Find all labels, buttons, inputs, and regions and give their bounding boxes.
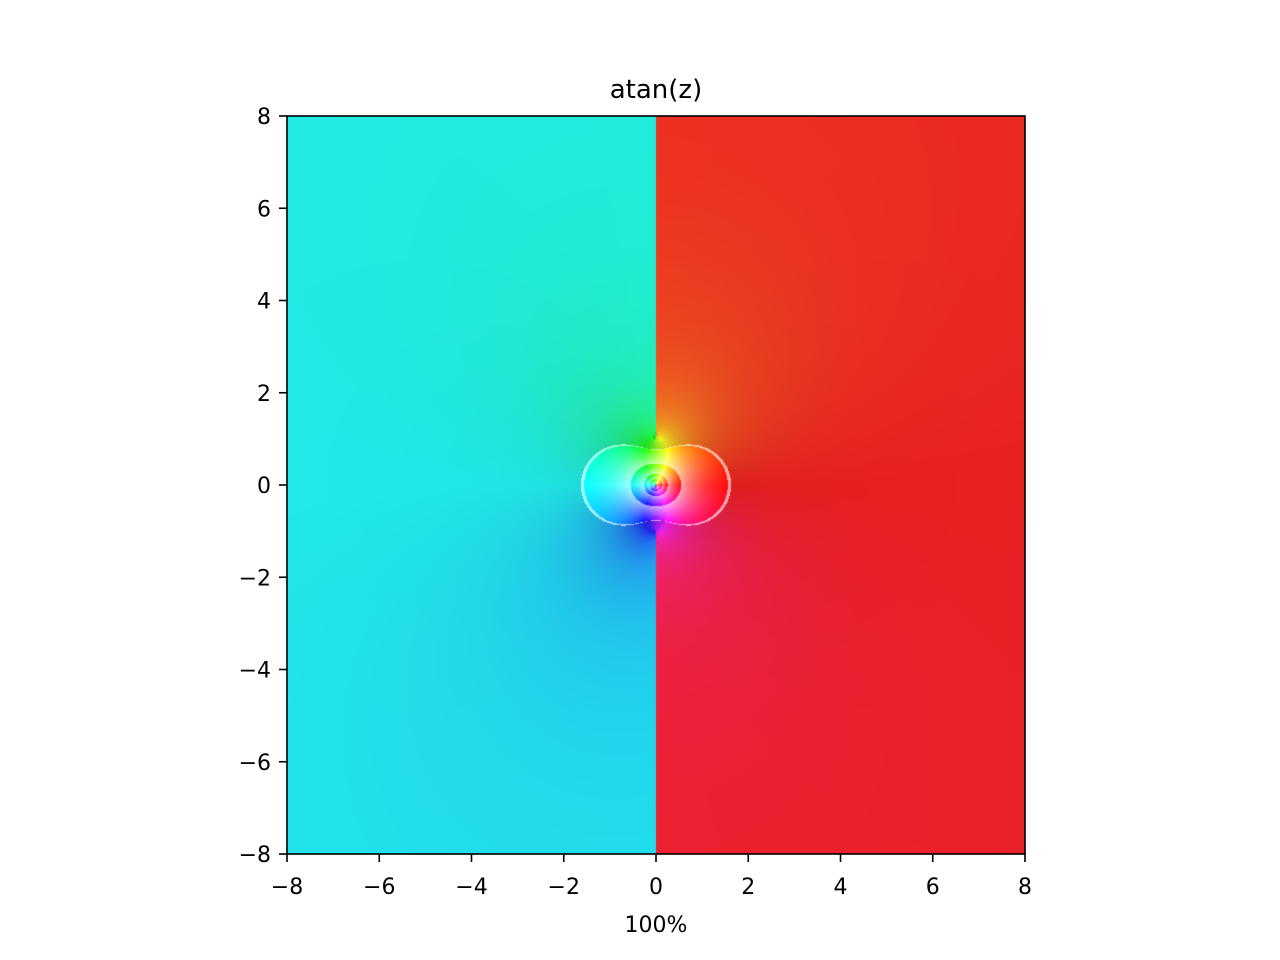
y-tick-label: −4 <box>239 659 271 684</box>
y-tick-label: −8 <box>239 843 271 868</box>
chart-title: atan(z) <box>610 75 702 105</box>
y-tick-label: −2 <box>239 566 271 591</box>
y-tick-label: 8 <box>257 105 271 130</box>
x-axis-ticks: −8 −6 −4 −2 0 2 4 6 8 <box>271 854 1032 900</box>
x-tick-label: 6 <box>926 875 940 900</box>
y-tick-label: 0 <box>257 474 271 499</box>
y-tick-label: 6 <box>257 197 271 222</box>
x-tick-label: −4 <box>455 875 487 900</box>
x-tick-label: −2 <box>548 875 580 900</box>
x-tick-label: −8 <box>271 875 303 900</box>
x-tick-label: 8 <box>1018 875 1032 900</box>
y-tick-label: 4 <box>257 290 271 315</box>
x-tick-label: −6 <box>363 875 395 900</box>
y-tick-label: 2 <box>257 382 271 407</box>
y-tick-label: −6 <box>239 751 271 776</box>
x-tick-label: 0 <box>649 875 663 900</box>
x-axis-label: 100% <box>625 913 688 938</box>
x-tick-label: 4 <box>834 875 848 900</box>
x-tick-label: 2 <box>741 875 755 900</box>
plot-image <box>287 116 1025 854</box>
y-axis-ticks: −8 −6 −4 −2 0 2 4 6 8 <box>239 105 287 868</box>
